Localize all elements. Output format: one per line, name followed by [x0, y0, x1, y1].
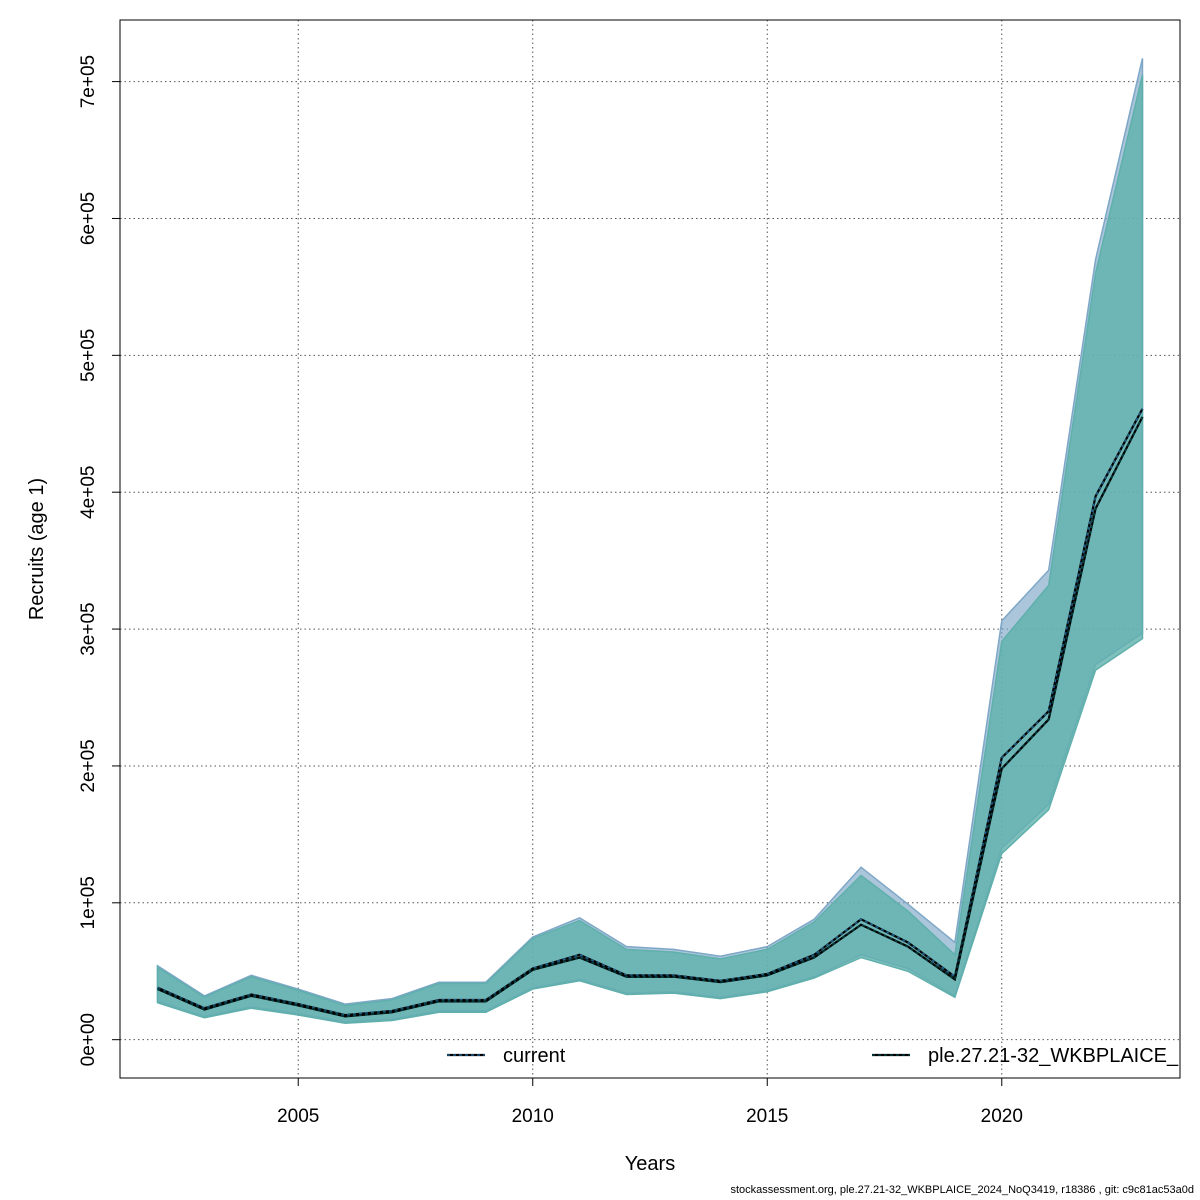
confidence-band [156, 74, 1144, 1025]
y-tick-label: 1e+05 [78, 876, 99, 929]
x-tick-label: 2010 [512, 1106, 554, 1127]
x-tick-label: 2015 [746, 1106, 788, 1127]
axes: 2005 2010 2015 2020 0e+00 1e+05 2e+05 3e+05 4e+0… [78, 55, 1023, 1127]
y-tick-label: 0e+00 [78, 1013, 99, 1066]
estimate-line [157, 408, 1144, 1016]
estimate-line [157, 416, 1144, 1018]
y-tick-label: 4e+05 [78, 466, 99, 519]
x-axis-title: Years [625, 1153, 675, 1175]
y-tick-label: 2e+05 [78, 739, 99, 792]
footer-credit: stockassessment.org, ple.27.21-32_WKBPLA… [730, 1184, 1194, 1196]
series-lines [157, 408, 1144, 1018]
legend: current ple.27.21-32_WKBPLAICE_ [447, 1045, 1179, 1067]
y-tick-label: 6e+05 [78, 192, 99, 245]
grid-lines [120, 20, 1180, 1078]
plot-frame [119, 19, 1181, 1079]
x-tick-label: 2005 [277, 1106, 319, 1127]
y-tick-label: 5e+05 [78, 329, 99, 382]
y-tick-label: 3e+05 [78, 602, 99, 655]
y-axis-title: Recruits (age 1) [26, 478, 48, 620]
legend-label: ple.27.21-32_WKBPLAICE_ [928, 1045, 1179, 1067]
y-tick-label: 7e+05 [78, 55, 99, 108]
confidence-bands [156, 58, 1144, 1025]
legend-label: current [503, 1045, 566, 1067]
x-tick-label: 2020 [981, 1106, 1023, 1127]
